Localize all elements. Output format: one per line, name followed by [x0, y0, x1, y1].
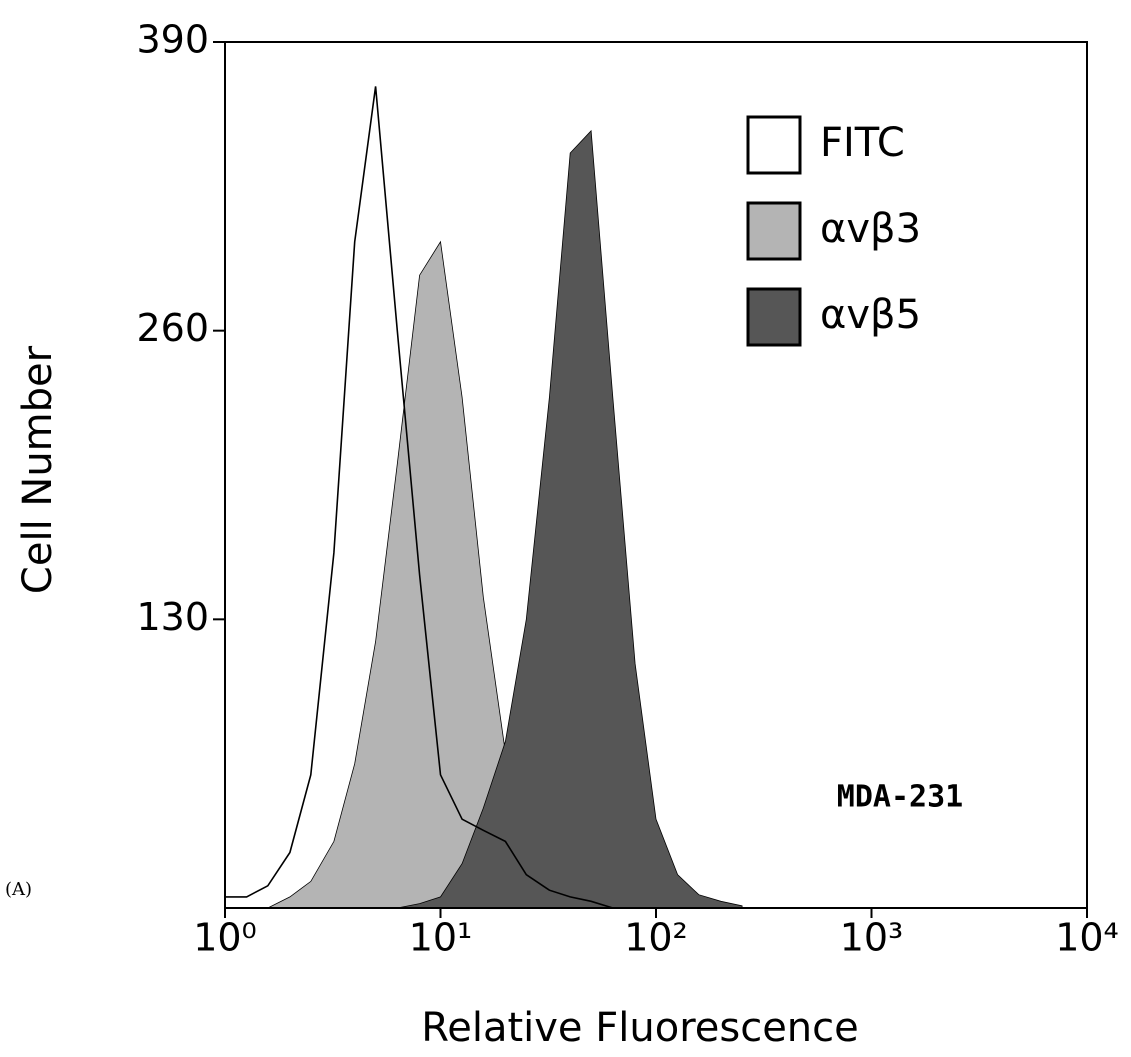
legend-swatch	[746, 287, 802, 347]
y-tick-label: 390	[136, 18, 209, 62]
x-tick-label: 10²	[624, 916, 688, 960]
legend-label: αvβ5	[820, 292, 921, 338]
annotation: (A)	[5, 879, 32, 900]
annotation: MDA-231	[837, 780, 963, 815]
x-tick-label: 10³	[840, 916, 904, 960]
legend-swatch	[746, 115, 802, 175]
x-tick-label: 10⁴	[1055, 916, 1119, 960]
legend-swatch	[746, 201, 802, 261]
y-axis-title: Cell Number	[15, 345, 61, 594]
x-tick-label: 10¹	[409, 916, 473, 960]
legend-label: FITC	[820, 120, 905, 166]
x-tick-label: 10⁰	[193, 916, 257, 960]
y-tick-label: 130	[136, 595, 209, 639]
legend-label: αvβ3	[820, 206, 921, 252]
x-axis-title: Relative Fluorescence	[421, 1005, 859, 1051]
y-tick-label: 260	[136, 306, 209, 350]
